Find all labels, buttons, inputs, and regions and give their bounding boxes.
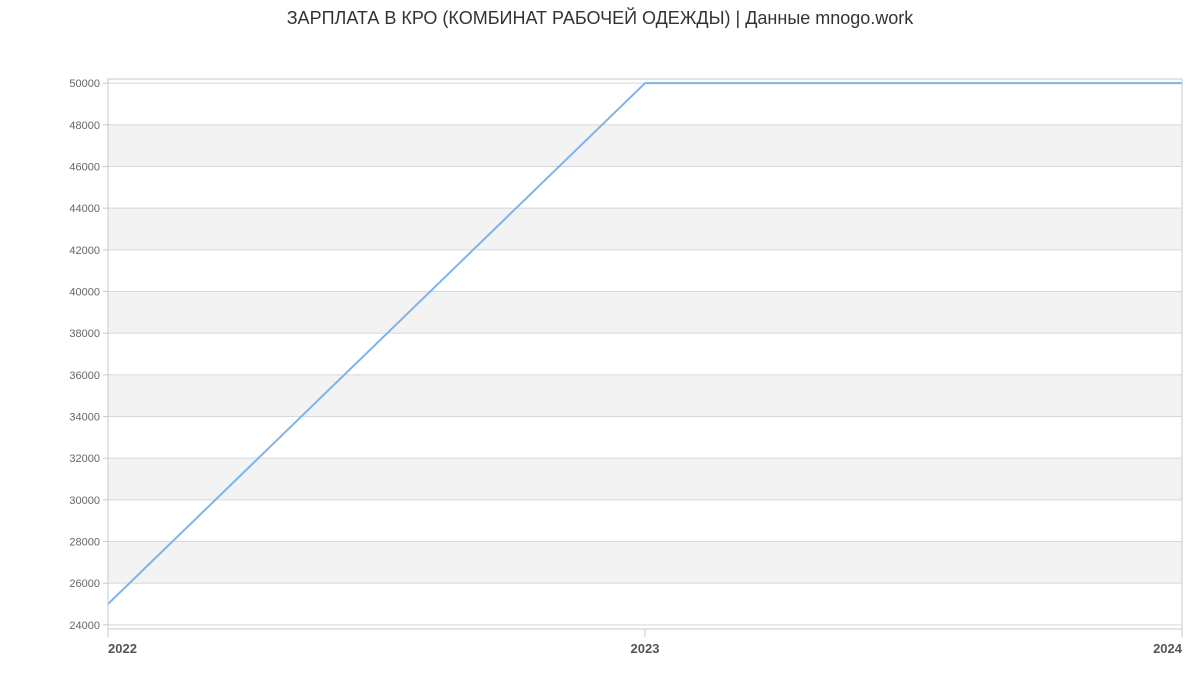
svg-text:30000: 30000 (69, 495, 100, 507)
svg-text:48000: 48000 (69, 120, 100, 132)
chart-svg: 24000 26000 28000 30000 32000 34000 36000 38000… (0, 29, 1200, 679)
line-chart: ЗАРПЛАТА В КРО (КОМБИНАТ РАБОЧЕЙ ОДЕЖДЫ)… (0, 0, 1200, 650)
svg-text:42000: 42000 (69, 245, 100, 257)
svg-text:26000: 26000 (69, 578, 100, 590)
svg-text:46000: 46000 (69, 162, 100, 174)
svg-text:38000: 38000 (69, 328, 100, 340)
svg-text:32000: 32000 (69, 453, 100, 465)
svg-text:2022: 2022 (108, 641, 137, 656)
chart-title: ЗАРПЛАТА В КРО (КОМБИНАТ РАБОЧЕЙ ОДЕЖДЫ)… (0, 0, 1200, 29)
svg-text:40000: 40000 (69, 287, 100, 299)
svg-text:24000: 24000 (69, 620, 100, 632)
svg-text:28000: 28000 (69, 537, 100, 549)
svg-text:2024: 2024 (1153, 641, 1183, 656)
svg-text:2023: 2023 (631, 641, 660, 656)
svg-text:36000: 36000 (69, 370, 100, 382)
svg-text:44000: 44000 (69, 203, 100, 215)
svg-text:34000: 34000 (69, 412, 100, 424)
svg-text:50000: 50000 (69, 78, 100, 90)
